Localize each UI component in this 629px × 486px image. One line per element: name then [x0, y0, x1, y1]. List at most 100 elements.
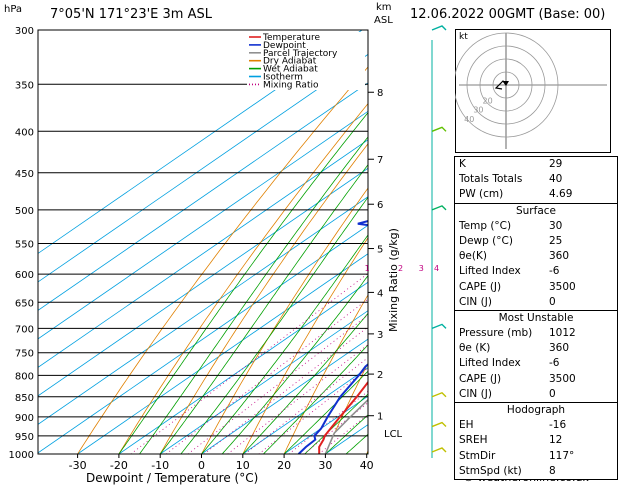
wind-barb — [431, 205, 447, 211]
index-row: CIN (J) 0 — [455, 295, 617, 310]
isotherm-line — [38, 224, 368, 454]
pressure-tick-label: 1000 — [9, 450, 34, 461]
wet-adiabat-line — [242, 312, 368, 454]
mixing-ratio-label: 4 — [434, 264, 439, 273]
isotherm-line — [77, 253, 368, 454]
index-row: PW (cm) 4.69 — [455, 187, 617, 202]
isotherm-line — [201, 338, 368, 454]
pressure-tick-label: 500 — [15, 206, 34, 217]
index-row: Dewp (°C) 25 — [455, 234, 617, 249]
pressure-tick-label: 300 — [15, 26, 34, 37]
isotherm-line — [38, 53, 368, 283]
index-label: PW (cm) — [459, 188, 504, 201]
index-value: 0 — [549, 387, 556, 400]
index-label: StmDir — [459, 449, 496, 462]
hodograph-ring-label: 40 — [464, 115, 474, 124]
index-value: 360 — [549, 250, 570, 263]
x-tick-label: 30 — [318, 459, 332, 472]
index-label: Temp (°C) — [459, 219, 512, 232]
index-value: -16 — [549, 419, 567, 432]
hodograph-ring — [466, 45, 546, 125]
temperature-line — [318, 380, 368, 454]
pressure-tick-label: 900 — [15, 413, 34, 424]
km-tick-label: 3 — [377, 330, 383, 341]
index-value: 3500 — [549, 280, 576, 293]
index-label: Pressure (mb) — [459, 327, 533, 340]
isotherm-line — [159, 310, 368, 454]
parcel-trajectory-line — [324, 398, 368, 454]
hpa-label: hPa — [4, 4, 23, 15]
pressure-tick-label: 800 — [15, 371, 34, 382]
mixing-ratio-label: 2 — [398, 264, 403, 273]
index-row: Lifted Index -6 — [455, 264, 617, 279]
hodograph-ring-label: 20 — [483, 96, 493, 105]
mixing-ratio-line — [203, 326, 368, 454]
wind-barb — [431, 447, 447, 453]
dry-adiabat-line — [77, 66, 368, 454]
index-label: Lifted Index — [459, 357, 521, 370]
isotherm-line — [118, 281, 368, 454]
index-row: StmDir 117° — [455, 449, 617, 464]
index-row: Lifted Index -6 — [455, 356, 617, 371]
location-title: 7°05'N 171°23'E 3m ASL — [50, 7, 212, 22]
hodograph-header: Hodograph — [506, 404, 566, 416]
index-value: 0 — [549, 295, 556, 308]
x-axis-title: Dewpoint / Temperature (°C) — [86, 471, 259, 485]
index-value: 25 — [549, 234, 563, 247]
hodograph-ring-label: 30 — [473, 106, 483, 115]
index-value: 4.69 — [549, 188, 573, 201]
wet-adiabat-line — [263, 344, 368, 454]
wind-barb — [431, 126, 447, 132]
index-row: θe(K) 360 — [455, 249, 617, 264]
lcl-label: LCL — [384, 429, 403, 440]
index-label: θe (K) — [459, 342, 491, 355]
mixing-ratio-label: 3 — [419, 264, 424, 273]
wind-barb — [431, 25, 447, 31]
isotherm-line — [38, 110, 368, 340]
pressure-tick-label: 950 — [15, 432, 34, 443]
index-value: 360 — [549, 342, 570, 355]
index-value: 8 — [549, 464, 556, 477]
km-tick-label: 1 — [377, 412, 383, 423]
index-row: StmSpd (kt) 8 — [455, 464, 617, 479]
indices-table: K 29 Totals Totals 40 PW (cm) 4.69 Surface Te… — [454, 156, 618, 480]
hodograph-ring — [455, 32, 559, 138]
pressure-tick-label: 350 — [15, 80, 34, 91]
plot-frame — [37, 29, 369, 455]
index-value: -6 — [549, 265, 560, 278]
index-label: CAPE (J) — [459, 280, 502, 293]
index-label: CIN (J) — [459, 295, 492, 308]
x-tick-label: -20 — [110, 459, 128, 472]
wind-barb — [431, 421, 447, 428]
mixing-ratio-line — [130, 273, 368, 454]
isotherm-line — [38, 82, 368, 311]
km-tick-label: 2 — [377, 370, 383, 381]
index-value: 117° — [549, 449, 575, 462]
index-label: Totals Totals — [459, 173, 523, 186]
index-label: StmSpd (kt) — [459, 464, 522, 477]
hodograph-kt-label: kt — [459, 32, 468, 42]
index-label: Dewp (°C) — [459, 234, 513, 247]
legend-label: Wet Adiabat — [263, 65, 318, 75]
index-value: 12 — [549, 434, 563, 447]
index-row: SREH 12 — [455, 433, 617, 448]
mixing-ratio-line — [227, 344, 368, 454]
index-row: θe (K) 360 — [455, 341, 617, 356]
legend-label: Dewpoint — [263, 41, 306, 51]
isotherm-line — [242, 367, 368, 454]
index-row: K 29 — [455, 157, 617, 172]
index-label: EH — [459, 419, 474, 432]
isotherm-line — [38, 196, 368, 425]
mixing-ratio-label: 1 — [365, 264, 370, 273]
wet-adiabat-line — [159, 164, 368, 454]
index-row: EH -16 — [455, 418, 617, 433]
wet-adiabat-line — [283, 370, 368, 454]
index-value: 40 — [549, 173, 563, 186]
isotherm-line — [38, 139, 368, 368]
wind-barb — [431, 323, 447, 330]
index-label: SREH — [459, 434, 488, 447]
km-tick-label: 6 — [377, 200, 383, 211]
